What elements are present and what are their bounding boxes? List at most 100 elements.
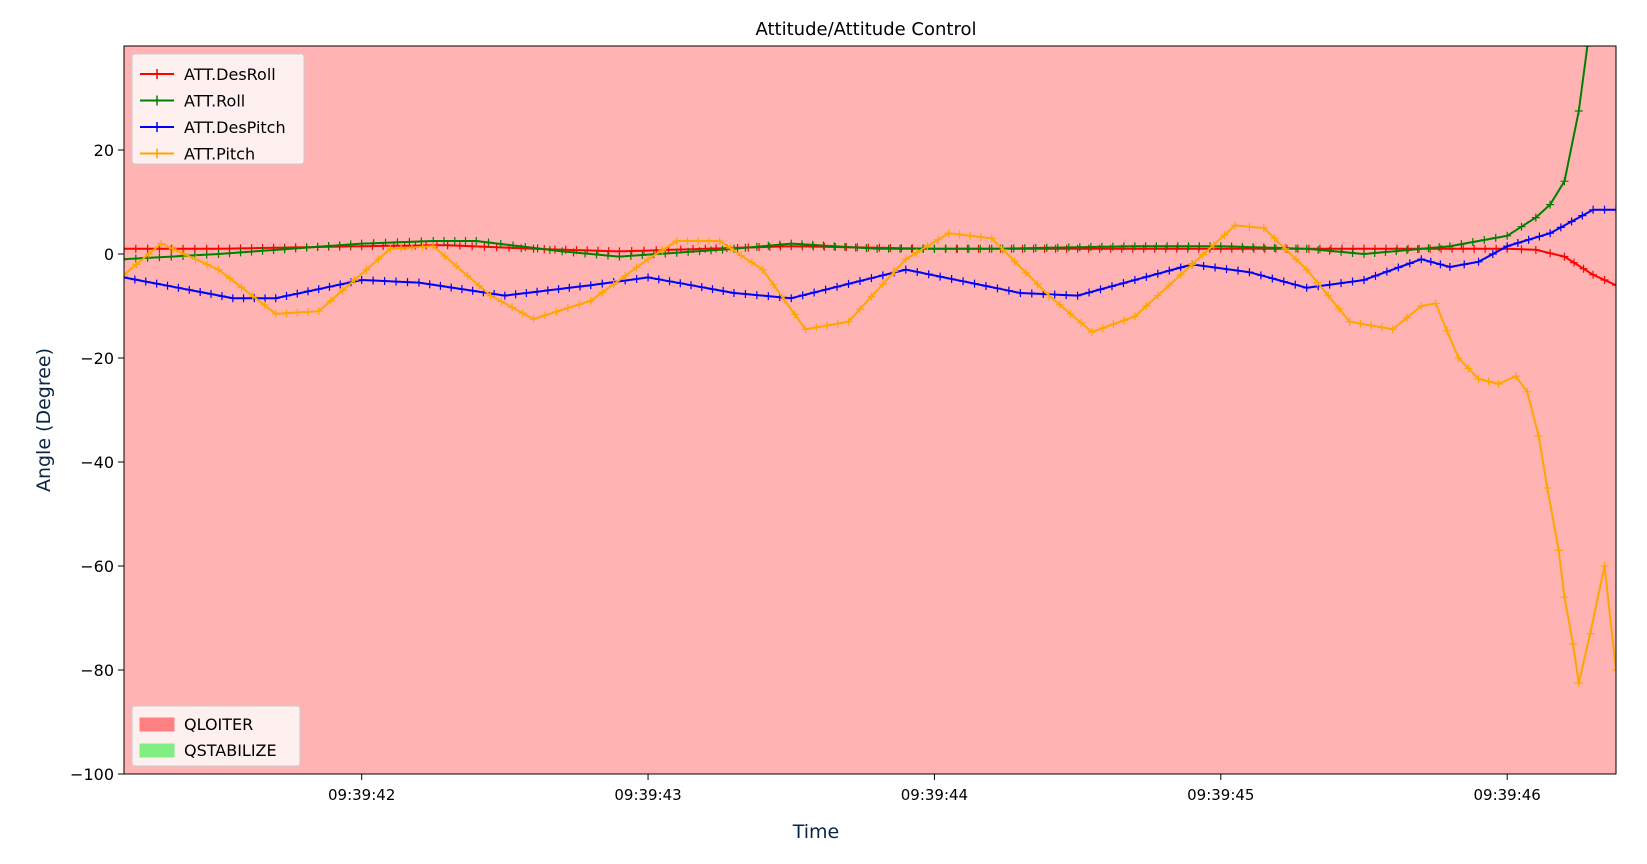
data-point [808, 240, 817, 249]
data-point [1141, 242, 1150, 251]
data-point [533, 287, 542, 296]
data-point [687, 281, 696, 290]
data-point [314, 307, 323, 316]
data-point [1612, 666, 1616, 674]
data-point [540, 311, 549, 320]
data-point [1086, 243, 1095, 251]
y-tick-label: −20 [80, 349, 114, 368]
x-tick-label: 09:39:43 [614, 786, 681, 804]
chart-title: Attitude/Attitude Control [755, 19, 976, 40]
series-line [124, 46, 1589, 261]
data-point [855, 305, 864, 314]
data-point [976, 244, 985, 253]
data-point [840, 242, 849, 251]
data-point [1382, 267, 1391, 276]
data-point [639, 246, 648, 255]
data-point [452, 261, 461, 270]
data-point [787, 294, 796, 303]
data-point [302, 243, 311, 252]
data-point [820, 242, 829, 251]
y-tick-label: −40 [80, 453, 114, 472]
legend-item: ATT.Roll [140, 92, 245, 111]
data-point [1531, 245, 1540, 254]
data-point [626, 251, 635, 260]
data-point [790, 310, 799, 319]
data-point [665, 277, 674, 286]
data-point [741, 290, 750, 299]
data-point [1042, 243, 1051, 252]
data-point [157, 239, 166, 248]
data-point [1044, 291, 1053, 300]
data-point [966, 231, 975, 240]
data-point [1600, 205, 1609, 214]
data-point [258, 246, 267, 255]
data-point [632, 263, 641, 272]
data-point [1050, 290, 1059, 299]
data-point [581, 249, 590, 258]
data-point [1546, 229, 1555, 238]
data-point [1534, 432, 1543, 440]
x-tick-label: 09:39:45 [1187, 786, 1254, 804]
data-point [1009, 244, 1018, 253]
data-point [704, 237, 713, 245]
data-point [780, 295, 789, 304]
data-point [1062, 291, 1071, 300]
data-point [1075, 243, 1084, 252]
data-point [901, 255, 910, 264]
data-point [1405, 259, 1414, 268]
data-point [447, 283, 456, 292]
data-point [247, 247, 256, 256]
data-point [155, 253, 164, 262]
data-point [1431, 299, 1440, 308]
data-point [432, 241, 441, 250]
data-point [1198, 250, 1207, 259]
data-point [913, 267, 922, 276]
data-point [1176, 270, 1185, 279]
data-point [947, 274, 956, 283]
data-point [1569, 640, 1578, 648]
plot-area [124, 46, 1616, 774]
data-point [1279, 277, 1288, 286]
data-point [397, 244, 406, 253]
data-point [1443, 326, 1452, 335]
legend-item: ATT.DesPitch [140, 118, 286, 137]
data-point [1227, 242, 1236, 251]
data-point [797, 240, 806, 249]
data-point [369, 276, 378, 285]
data-point [1231, 221, 1240, 230]
data-point [1612, 205, 1616, 214]
data-point [1064, 243, 1073, 252]
data-point [326, 296, 335, 305]
data-point [1324, 291, 1333, 300]
data-point [694, 237, 703, 245]
data-point [1259, 243, 1268, 252]
data-point [1109, 320, 1118, 329]
y-tick-label: −80 [80, 661, 114, 680]
data-point [1402, 246, 1411, 255]
data-point [436, 281, 445, 290]
data-point [1381, 248, 1390, 257]
data-point [1454, 354, 1463, 362]
data-point [124, 244, 128, 253]
data-point [237, 283, 246, 292]
data-point [461, 237, 470, 245]
data-point [1270, 234, 1279, 243]
data-point [1570, 258, 1578, 267]
data-point [1480, 235, 1489, 244]
data-point [1334, 304, 1343, 313]
data-point [627, 247, 636, 256]
data-point [1098, 324, 1107, 333]
data-point [1481, 244, 1490, 253]
data-point [1574, 679, 1583, 687]
data-point [1567, 217, 1576, 226]
data-point [1302, 244, 1311, 253]
data-point [747, 258, 756, 267]
data-point [1033, 280, 1042, 289]
data-point [901, 265, 910, 274]
legend-box [131, 53, 305, 165]
y-tick-label: 0 [104, 245, 114, 264]
data-point [338, 286, 347, 295]
data-point [422, 241, 431, 250]
data-point [303, 287, 312, 296]
data-point [313, 242, 322, 251]
